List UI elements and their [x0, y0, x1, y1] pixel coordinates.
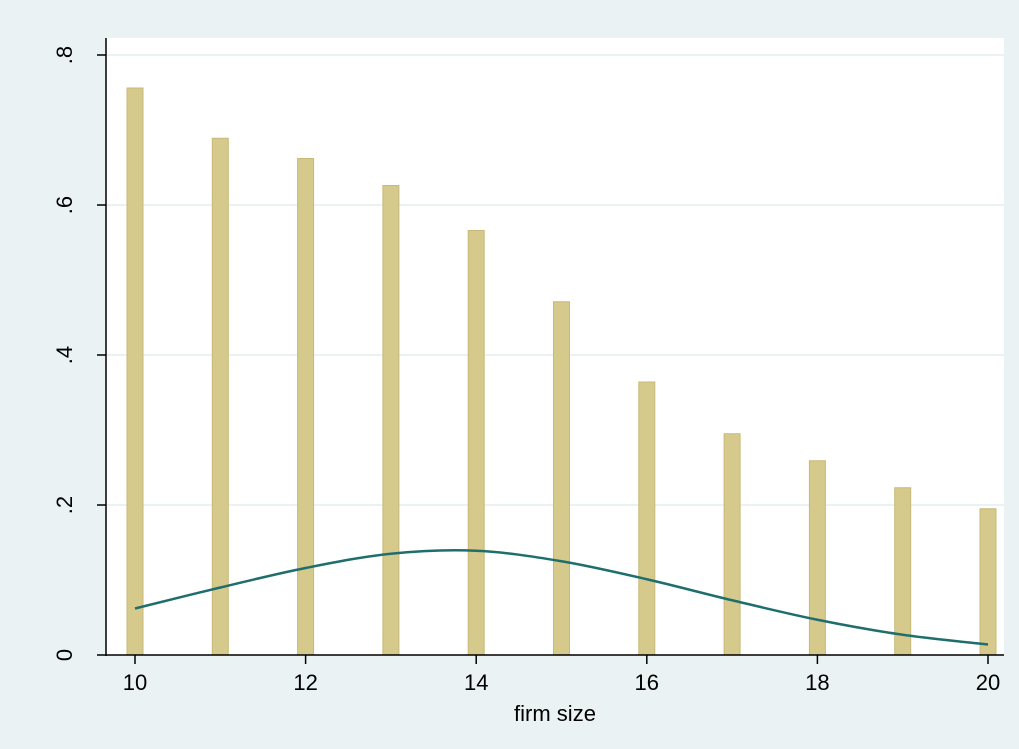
y-tick-label: .4 — [52, 346, 77, 364]
density-line — [134, 549, 989, 646]
x-tick-label: 10 — [123, 670, 147, 695]
x-tick-label: 12 — [293, 670, 317, 695]
y-tick-label: .2 — [52, 496, 77, 514]
bar-series — [126, 87, 997, 656]
axes — [105, 38, 1004, 656]
bar — [979, 508, 997, 656]
bar — [467, 230, 485, 656]
bar — [553, 301, 570, 656]
y-tick-label: .8 — [52, 46, 77, 64]
bar — [894, 487, 912, 656]
y-tick-label: .6 — [52, 196, 77, 214]
x-tick-label: 16 — [635, 670, 659, 695]
line-series — [134, 549, 989, 646]
x-axis-title: firm size — [514, 701, 596, 726]
bar — [126, 87, 144, 656]
x-axis-ticks: 10 12 14 16 18 20 — [123, 655, 1000, 695]
bar — [723, 433, 741, 656]
y-axis-ticks: 0 .2 .4 .6 .8 — [52, 46, 106, 661]
bar — [638, 381, 656, 656]
bar — [808, 460, 826, 656]
bar — [297, 158, 315, 656]
x-tick-label: 14 — [464, 670, 488, 695]
x-tick-label: 20 — [976, 670, 1000, 695]
bar — [382, 185, 400, 656]
y-tick-label: 0 — [52, 649, 77, 661]
x-tick-label: 18 — [805, 670, 829, 695]
bar — [211, 137, 229, 656]
